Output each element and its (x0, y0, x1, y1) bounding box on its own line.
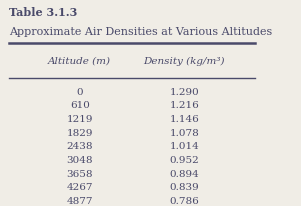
Text: 1.078: 1.078 (169, 129, 199, 138)
Text: 0.839: 0.839 (169, 183, 199, 192)
Text: Table 3.1.3: Table 3.1.3 (9, 7, 78, 18)
Text: 1.216: 1.216 (169, 101, 199, 110)
Text: 1.146: 1.146 (169, 115, 199, 124)
Text: 4877: 4877 (67, 197, 93, 206)
Text: 1.014: 1.014 (169, 142, 199, 151)
Text: 1.290: 1.290 (169, 88, 199, 97)
Text: 610: 610 (70, 101, 90, 110)
Text: 0: 0 (76, 88, 83, 97)
Text: 0.786: 0.786 (169, 197, 199, 206)
Text: 0.952: 0.952 (169, 156, 199, 165)
Text: Density (kg/m³): Density (kg/m³) (144, 57, 225, 66)
Text: 2438: 2438 (67, 142, 93, 151)
Text: Altitude (m): Altitude (m) (48, 57, 111, 66)
Text: Approximate Air Densities at Various Altitudes: Approximate Air Densities at Various Alt… (9, 27, 272, 37)
Text: 4267: 4267 (67, 183, 93, 192)
Text: 3048: 3048 (67, 156, 93, 165)
Text: 3658: 3658 (67, 170, 93, 179)
Text: 1219: 1219 (67, 115, 93, 124)
Text: 1829: 1829 (67, 129, 93, 138)
Text: 0.894: 0.894 (169, 170, 199, 179)
